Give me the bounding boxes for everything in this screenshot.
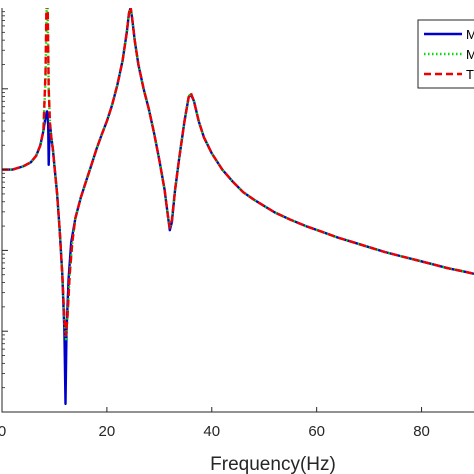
x-tick-label: 60 xyxy=(308,423,325,440)
series-line-2 xyxy=(2,8,474,341)
legend-label-1: M xyxy=(466,27,474,42)
legend: MMT xyxy=(417,19,474,89)
x-axis-title: Frequency(Hz) xyxy=(210,454,336,474)
legend-label-3: T xyxy=(466,67,474,82)
x-tick-label: 0 xyxy=(0,423,6,440)
axis-frame xyxy=(1,8,474,413)
legend-label-2: M xyxy=(466,47,474,62)
series-line-1 xyxy=(2,8,474,406)
legend-box xyxy=(417,19,474,89)
x-tick-label: 80 xyxy=(413,423,430,440)
axes: 0 20 40 60 80 xyxy=(0,8,474,440)
x-tick-label: 40 xyxy=(203,423,220,440)
x-tick-label: 20 xyxy=(99,423,116,440)
series-line-3 xyxy=(2,8,474,337)
plot-area xyxy=(2,8,474,406)
